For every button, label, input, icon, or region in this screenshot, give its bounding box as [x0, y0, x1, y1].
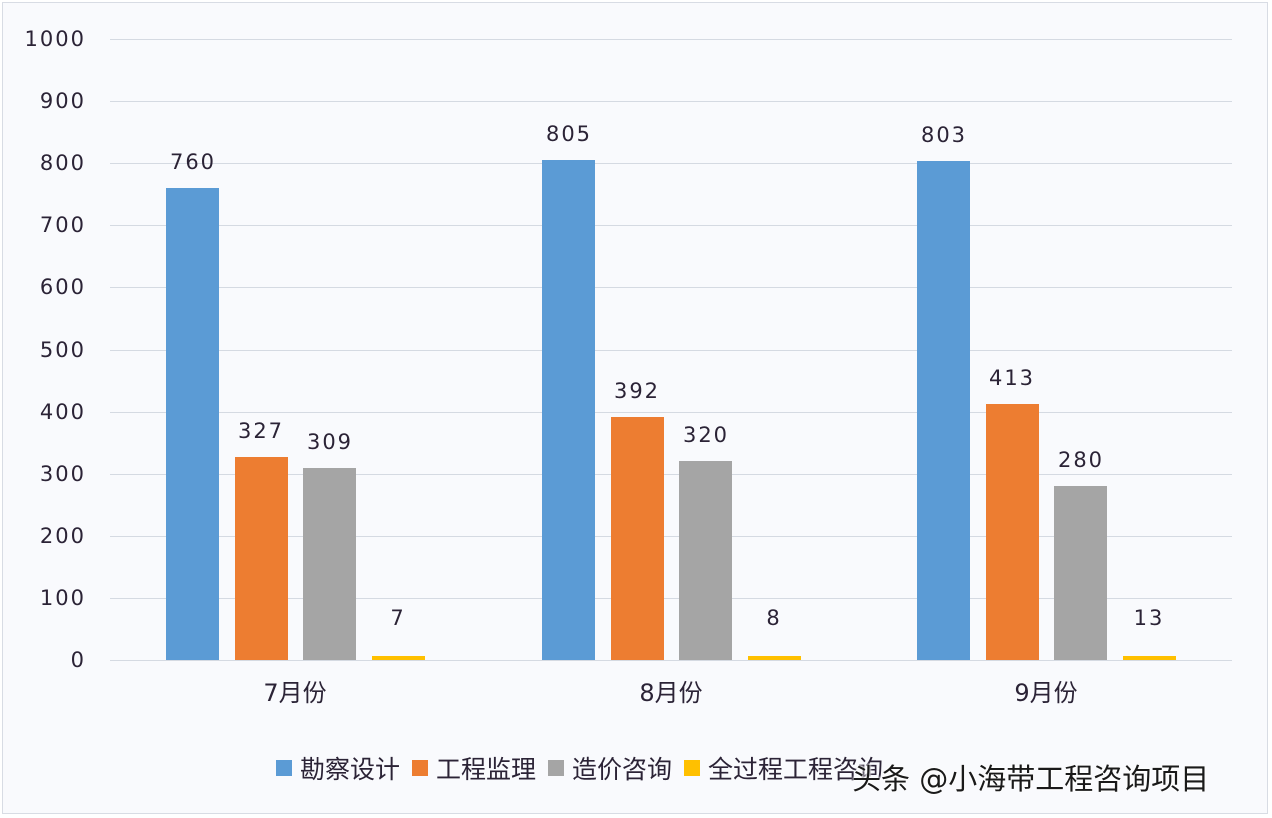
bar: [235, 457, 288, 660]
data-label: 8: [766, 606, 782, 630]
data-label: 803: [920, 123, 968, 147]
data-label: 309: [306, 430, 354, 454]
gridline: [110, 536, 1232, 537]
bar: [372, 656, 425, 660]
gridline: [110, 39, 1232, 40]
bar: [986, 404, 1039, 660]
legend-label: 造价咨询: [572, 755, 673, 784]
legend-swatch-icon: [276, 760, 292, 776]
data-label: 760: [169, 150, 217, 174]
bar: [917, 161, 970, 660]
chart-legend: 勘察设计 工程监理 造价咨询 全过程工程咨询: [276, 750, 895, 786]
gridline: [110, 350, 1232, 351]
bar: [303, 468, 356, 660]
gridline: [110, 660, 1232, 661]
data-label: 13: [1133, 606, 1165, 630]
x-axis-category-label: 9月份: [1014, 679, 1078, 707]
bar: [542, 160, 595, 660]
gridline: [110, 412, 1232, 413]
y-axis-tick-label: 800: [39, 151, 86, 175]
legend-item: 勘察设计: [276, 750, 400, 786]
gridline: [110, 163, 1232, 164]
bar: [1123, 656, 1176, 660]
bar: [748, 656, 801, 660]
gridline: [110, 101, 1232, 102]
y-axis-tick-label: 600: [39, 275, 86, 299]
legend-item: 工程监理: [412, 750, 536, 786]
bar: [611, 417, 664, 660]
y-axis-tick-label: 700: [39, 213, 86, 237]
legend-label: 勘察设计: [300, 755, 401, 784]
bar: [1054, 486, 1107, 660]
data-label: 327: [237, 419, 285, 443]
legend-swatch-icon: [684, 760, 701, 776]
y-axis-tick-label: 300: [39, 462, 86, 486]
y-axis-tick-label: 400: [39, 400, 86, 424]
legend-label: 工程监理: [436, 755, 537, 784]
gridline: [110, 287, 1232, 288]
data-label: 413: [988, 366, 1036, 390]
gridline: [110, 474, 1232, 475]
y-axis-tick-label: 100: [39, 586, 86, 610]
legend-swatch-icon: [548, 760, 565, 776]
gridline: [110, 598, 1232, 599]
bar: [679, 461, 732, 660]
y-axis-tick-label: 200: [39, 524, 86, 548]
data-label: 392: [613, 379, 661, 403]
data-label: 805: [545, 122, 593, 146]
bar: [166, 188, 219, 660]
y-axis-tick-label: 1000: [24, 27, 86, 51]
watermark: 头条 @小海带工程咨询项目: [852, 762, 1210, 796]
data-label: 280: [1057, 448, 1105, 472]
legend-swatch-icon: [412, 760, 429, 776]
gridline: [110, 225, 1232, 226]
legend-item: 造价咨询: [548, 750, 672, 786]
y-axis-tick-label: 0: [70, 648, 86, 672]
data-label: 7: [390, 606, 406, 630]
legend-item: 全过程工程咨询: [684, 750, 883, 786]
data-label: 320: [682, 423, 730, 447]
x-axis-category-label: 8月份: [639, 679, 703, 707]
y-axis-tick-label: 900: [39, 89, 86, 113]
legend-label: 全过程工程咨询: [708, 755, 884, 784]
x-axis-category-label: 7月份: [263, 679, 327, 707]
y-axis-tick-label: 500: [39, 338, 86, 362]
